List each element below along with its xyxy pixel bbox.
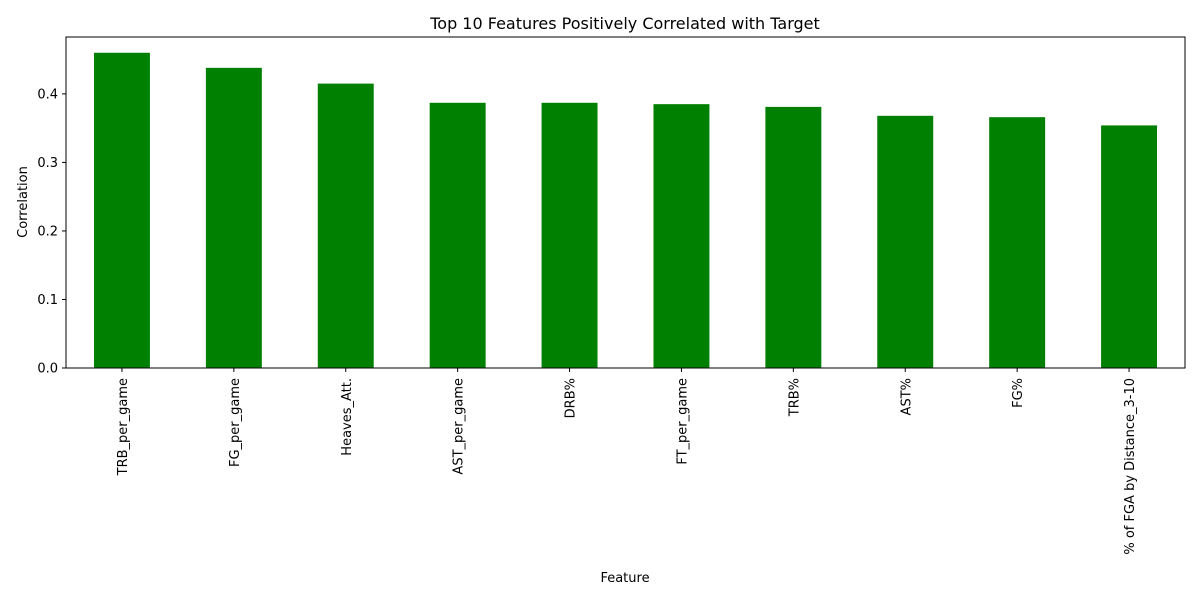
- bar: [989, 117, 1046, 369]
- x-tick-label: TRB%: [787, 378, 802, 417]
- x-tick-label: Heaves_Att.: [340, 378, 355, 456]
- bar: [317, 83, 374, 368]
- bar: [765, 106, 822, 369]
- bar: [1101, 125, 1158, 369]
- x-axis: TRB_per_game FG_per_game Heaves_Att. AST_pe…: [116, 368, 1138, 555]
- bar: [653, 104, 710, 368]
- x-axis-label: Feature: [600, 571, 649, 586]
- bar: [205, 67, 262, 368]
- x-tick-label: FG%: [1011, 378, 1026, 408]
- bars-layer: [93, 52, 1158, 369]
- bar: [541, 102, 598, 368]
- y-tick-label: 0.1: [37, 293, 58, 308]
- plot-frame: [65, 36, 1186, 369]
- bar: [93, 52, 150, 368]
- y-axis-label: Correlation: [16, 166, 31, 238]
- x-tick-label: AST%: [899, 378, 914, 415]
- x-tick-label: AST_per_game: [452, 378, 467, 475]
- bar: [877, 115, 934, 368]
- y-tick-label: 0.2: [37, 224, 58, 239]
- x-tick-label: FT_per_game: [675, 378, 690, 465]
- x-tick-label: DRB%: [564, 378, 579, 418]
- chart-title: Top 10 Features Positively Correlated wi…: [429, 14, 820, 33]
- y-tick-label: 0.4: [37, 87, 58, 102]
- x-tick-label: % of FGA by Distance_3-10: [1123, 378, 1138, 555]
- x-tick-label: TRB_per_game: [116, 378, 131, 476]
- y-tick-label: 0.3: [37, 156, 58, 171]
- bar: [429, 102, 486, 368]
- x-tick-label: FG_per_game: [228, 378, 243, 467]
- y-axis: 0.0 0.1 0.2 0.3 0.4: [37, 87, 66, 377]
- y-tick-label: 0.0: [37, 362, 58, 377]
